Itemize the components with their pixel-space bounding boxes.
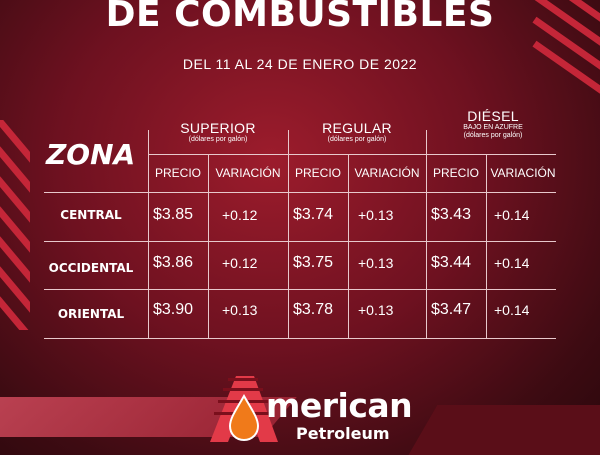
col-precio-diesel: PRECIO <box>432 166 479 180</box>
group-name: REGULAR <box>322 120 392 136</box>
price-cell: $3.78 <box>293 301 334 318</box>
grid-line <box>208 154 209 338</box>
grid-line <box>44 192 556 193</box>
grid-line <box>486 154 487 338</box>
variation-cell: +0.13 <box>358 302 394 318</box>
price-cell: $3.43 <box>431 206 472 223</box>
variation-cell: +0.13 <box>358 255 394 271</box>
grid-line <box>348 154 349 338</box>
variation-cell: +0.14 <box>494 255 530 271</box>
variation-cell: +0.13 <box>358 207 394 223</box>
variation-cell: +0.14 <box>494 207 530 223</box>
col-variacion-regular: VARIACIÓN <box>354 166 420 180</box>
group-name: DIÉSEL <box>467 108 519 124</box>
page-title: DE COMBUSTIBLES <box>105 0 495 35</box>
grid-line <box>148 154 556 155</box>
logo-subtitle: Petroleum <box>296 424 390 443</box>
col-precio-regular: PRECIO <box>294 166 341 180</box>
price-cell: $3.85 <box>153 206 194 223</box>
group-diesel: DIÉSEL BAJO EN AZUFRE (dólares por galón… <box>426 108 560 140</box>
logo-wordmark: merican <box>266 386 413 425</box>
zone-oriental: ORIENTAL <box>57 307 125 321</box>
group-unit: (dólares por galón) <box>188 136 248 143</box>
zone-occidental: OCCIDENTAL <box>48 261 134 275</box>
col-precio-superior: PRECIO <box>154 166 201 180</box>
variation-cell: +0.13 <box>222 302 258 318</box>
grid-line <box>148 130 149 338</box>
col-variacion-diesel: VARIACIÓN <box>490 166 556 180</box>
group-note: BAJO EN AZUFRE <box>463 124 523 131</box>
variation-cell: +0.14 <box>494 302 530 318</box>
group-regular: REGULAR (dólares por galón) <box>288 120 426 144</box>
grid-line <box>44 289 556 290</box>
price-cell: $3.47 <box>431 301 472 318</box>
grid-line <box>426 130 427 338</box>
decorative-shape-bottom-right <box>402 405 600 455</box>
group-unit: (dólares por galón) <box>463 132 523 139</box>
grid-line <box>44 338 556 339</box>
group-unit: (dólares por galón) <box>327 136 387 143</box>
date-range: DEL 11 AL 24 DE ENERO DE 2022 <box>182 56 418 72</box>
grid-line <box>288 130 289 338</box>
decorative-stripes-left <box>0 120 30 330</box>
price-cell: $3.90 <box>153 301 194 318</box>
grid-line <box>44 241 556 242</box>
price-cell: $3.74 <box>293 206 334 223</box>
price-cell: $3.75 <box>293 254 334 271</box>
american-petroleum-logo <box>210 376 278 442</box>
zone-central: CENTRAL <box>60 208 122 222</box>
logo-a-mark <box>210 376 278 442</box>
variation-cell: +0.12 <box>222 255 258 271</box>
col-variacion-superior: VARIACIÓN <box>215 166 281 180</box>
group-superior: SUPERIOR (dólares por galón) <box>148 120 288 144</box>
variation-cell: +0.12 <box>222 207 258 223</box>
price-cell: $3.86 <box>153 254 194 271</box>
price-cell: $3.44 <box>431 254 472 271</box>
group-name: SUPERIOR <box>180 120 256 136</box>
zona-heading: ZONA <box>46 138 136 171</box>
